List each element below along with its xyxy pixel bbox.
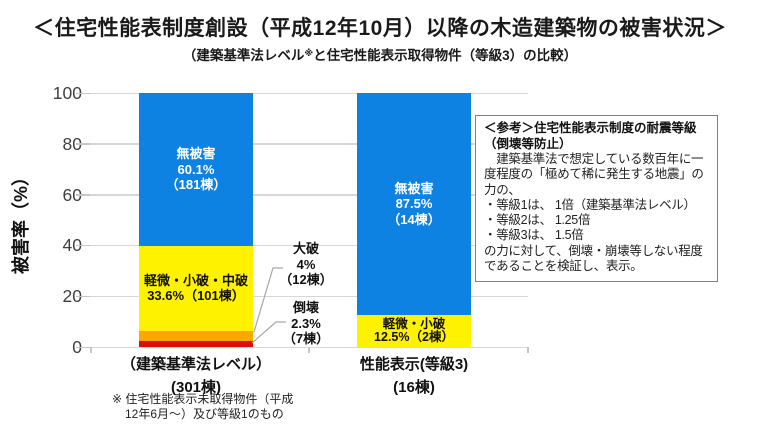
annotation-pct: 2.3%	[291, 315, 321, 331]
segment-pct: 87.5%	[395, 196, 433, 212]
footnote-line1: ※ 住宅性能表示未取得物件（平成	[112, 392, 294, 406]
gridline	[90, 295, 528, 298]
bar-segment-collapse	[139, 341, 253, 347]
bar-segment-no-damage: 無被害 87.5% （14棟）	[357, 92, 471, 316]
x-category-building-standard-count: (301棟)	[170, 379, 222, 396]
gridline	[90, 143, 528, 145]
x-category-building-standard: （建築基準法レベル）	[120, 356, 271, 373]
reference-note-box: ＜参考＞住宅性能表示制度の耐震等級 （倒壊等防止） 建築基準法で想定している数百…	[475, 115, 718, 283]
stacked-bar-grade3: 無被害 87.5% （14棟） 軽微・小破 12.5%（2棟）	[357, 92, 471, 347]
y-tick-label: 60	[62, 184, 82, 205]
segment-name: 無被害	[176, 146, 216, 162]
segment-label: 無被害 87.5% （14棟）	[387, 181, 440, 228]
gridline	[90, 244, 528, 247]
y-tick-label: 100	[52, 83, 82, 103]
chart-title: ＜住宅性能表制度創設（平成12年10月）以降の木造建築物の被害状況＞	[33, 17, 727, 40]
segment-count: （181棟）	[165, 177, 227, 193]
subtitle-pre: （建築基準法レベル	[182, 48, 305, 63]
segment-name: 無被害	[394, 180, 434, 196]
plot-area: 無被害 60.1% （181棟） 軽微・小破・中破 33.6%（101棟） 無被…	[76, 92, 528, 348]
segment-pct-count: 33.6%（101棟）	[147, 288, 245, 304]
annotation-pct: 4%	[296, 256, 316, 272]
gridline	[90, 92, 528, 94]
bar-segment-major-damage	[139, 331, 253, 342]
segment-label: 無被害 60.1% （181棟）	[166, 146, 227, 193]
x-tick-mark	[308, 347, 310, 353]
subtitle-post: と住宅性能表示取得物件（等級3）の比較）	[313, 48, 578, 63]
y-tick-label: 80	[62, 133, 82, 154]
annotation-collapse: 倒壊 2.3% （7棟）	[254, 300, 358, 347]
stacked-bar-building-standard: 無被害 60.1% （181棟） 軽微・小破・中破 33.6%（101棟）	[139, 93, 253, 347]
annotation-name: 大破	[292, 241, 319, 256]
reference-box-body: 建築基準法で想定している数百年に一度程度の「極めて稀に発生する地震」の力の、 ・…	[484, 152, 704, 274]
segment-label: 軽微・小破・中破 33.6%（101棟）	[144, 273, 248, 304]
bar-segment-minor-damage: 軽微・小破 12.5%（2棟）	[357, 315, 471, 347]
reference-mark: ※	[304, 48, 314, 58]
segment-label: 軽微・小破 12.5%（2棟）	[374, 316, 454, 345]
x-tick-mark	[527, 347, 529, 353]
x-tick-mark	[90, 347, 92, 353]
segment-count: （14棟）	[387, 211, 441, 227]
x-category-grade3-count: (16棟)	[393, 379, 435, 396]
y-tick-mark	[76, 244, 90, 247]
y-tick-mark	[76, 295, 90, 298]
bar-segment-no-damage: 無被害 60.1% （181棟）	[139, 93, 253, 246]
segment-pct-count: 12.5%（2棟）	[374, 330, 454, 345]
annotation-name: 倒壊	[292, 300, 319, 315]
annotation-count: （7棟）	[282, 331, 330, 346]
annotation-major-damage: 大破 4% （12棟）	[254, 241, 358, 288]
segment-name: 軽微・小破・中破	[143, 272, 248, 288]
segment-pct: 60.1%	[177, 161, 215, 177]
y-tick-label: 40	[62, 235, 82, 256]
x-category-grade3: 性能表示(等級3)	[359, 356, 469, 373]
y-tick-mark	[76, 143, 90, 145]
gridline	[90, 194, 528, 196]
y-tick-mark	[76, 194, 90, 196]
y-tick-mark	[76, 92, 90, 94]
footnote-line2: 12年6月～）及び等級1のもの	[125, 407, 284, 421]
y-tick-label: 20	[62, 286, 82, 307]
reference-box-title-line1: ＜参考＞住宅性能表示制度の耐震等級	[484, 121, 697, 135]
bar-segment-minor-damage: 軽微・小破・中破 33.6%（101棟）	[139, 245, 253, 332]
y-axis-tick-labels: 0 20 40 60 80 100	[28, 83, 82, 357]
annotation-count: （12棟）	[279, 272, 333, 287]
y-tick-mark	[76, 346, 90, 348]
segment-name: 軽微・小破	[382, 316, 446, 331]
reference-box-title-line2: （倒壊等防止）	[484, 136, 572, 151]
footnote: ※ 住宅性能表示未取得物件（平成 12年6月～）及び等級1のもの	[112, 392, 352, 422]
chart-subtitle: （建築基準法レベル※と住宅性能表示取得物件（等級3）の比較）	[0, 44, 760, 64]
